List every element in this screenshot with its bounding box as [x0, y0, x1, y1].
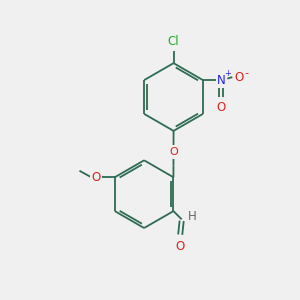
Text: O: O [169, 147, 178, 157]
Text: O: O [235, 70, 244, 84]
Text: O: O [176, 240, 185, 253]
Text: O: O [92, 171, 101, 184]
Text: +: + [224, 69, 231, 78]
Text: N: N [217, 74, 226, 87]
Text: Cl: Cl [168, 35, 179, 48]
Text: O: O [217, 101, 226, 114]
Text: -: - [244, 68, 248, 78]
Text: H: H [188, 211, 197, 224]
